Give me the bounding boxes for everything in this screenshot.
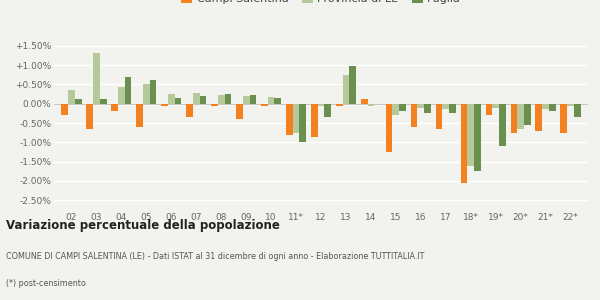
Bar xyxy=(268,97,274,104)
Bar xyxy=(461,104,467,183)
Bar xyxy=(224,94,231,104)
Text: (*) post-censimento: (*) post-censimento xyxy=(6,279,86,288)
Bar xyxy=(317,104,325,106)
Bar xyxy=(136,104,143,127)
Bar xyxy=(175,98,181,104)
Legend: Campi Salentina, Provincia di LE, Puglia: Campi Salentina, Provincia di LE, Puglia xyxy=(176,0,466,9)
Bar xyxy=(485,104,493,115)
Bar xyxy=(149,80,157,104)
Bar xyxy=(61,104,68,115)
Bar xyxy=(411,104,418,127)
Bar xyxy=(474,104,481,171)
Bar xyxy=(418,104,424,107)
Bar xyxy=(524,104,531,125)
Bar xyxy=(343,75,349,104)
Bar xyxy=(499,104,506,146)
Bar xyxy=(200,96,206,104)
Bar xyxy=(125,77,131,104)
Bar xyxy=(336,104,343,106)
Bar xyxy=(386,104,392,152)
Bar xyxy=(392,104,399,115)
Bar xyxy=(511,104,517,133)
Bar xyxy=(567,104,574,106)
Bar xyxy=(361,99,368,104)
Bar xyxy=(250,95,256,104)
Bar xyxy=(399,104,406,111)
Bar xyxy=(517,104,524,129)
Bar xyxy=(100,99,107,104)
Bar xyxy=(118,87,125,104)
Bar xyxy=(243,96,250,104)
Bar xyxy=(542,104,549,110)
Bar xyxy=(218,95,224,104)
Bar xyxy=(236,104,243,119)
Bar xyxy=(560,104,567,133)
Bar xyxy=(86,104,93,129)
Bar xyxy=(211,104,218,106)
Bar xyxy=(493,104,499,107)
Text: Variazione percentuale della popolazione: Variazione percentuale della popolazione xyxy=(6,219,280,232)
Text: COMUNE DI CAMPI SALENTINA (LE) - Dati ISTAT al 31 dicembre di ogni anno - Elabor: COMUNE DI CAMPI SALENTINA (LE) - Dati IS… xyxy=(6,252,424,261)
Bar xyxy=(349,66,356,104)
Bar xyxy=(436,104,442,129)
Bar xyxy=(261,104,268,106)
Bar xyxy=(449,104,456,113)
Bar xyxy=(549,104,556,111)
Bar xyxy=(143,84,149,104)
Bar xyxy=(68,90,75,104)
Bar xyxy=(368,104,374,106)
Bar xyxy=(274,98,281,104)
Bar xyxy=(75,99,82,104)
Bar xyxy=(311,104,317,136)
Bar xyxy=(442,104,449,110)
Bar xyxy=(424,104,431,113)
Bar xyxy=(574,104,581,117)
Bar xyxy=(111,104,118,111)
Bar xyxy=(193,93,200,104)
Bar xyxy=(186,104,193,117)
Bar xyxy=(293,104,299,133)
Bar xyxy=(93,53,100,104)
Bar xyxy=(161,104,168,106)
Bar xyxy=(286,104,293,135)
Bar xyxy=(299,104,306,142)
Bar xyxy=(535,104,542,131)
Bar xyxy=(168,94,175,104)
Bar xyxy=(325,104,331,117)
Bar xyxy=(467,104,474,166)
